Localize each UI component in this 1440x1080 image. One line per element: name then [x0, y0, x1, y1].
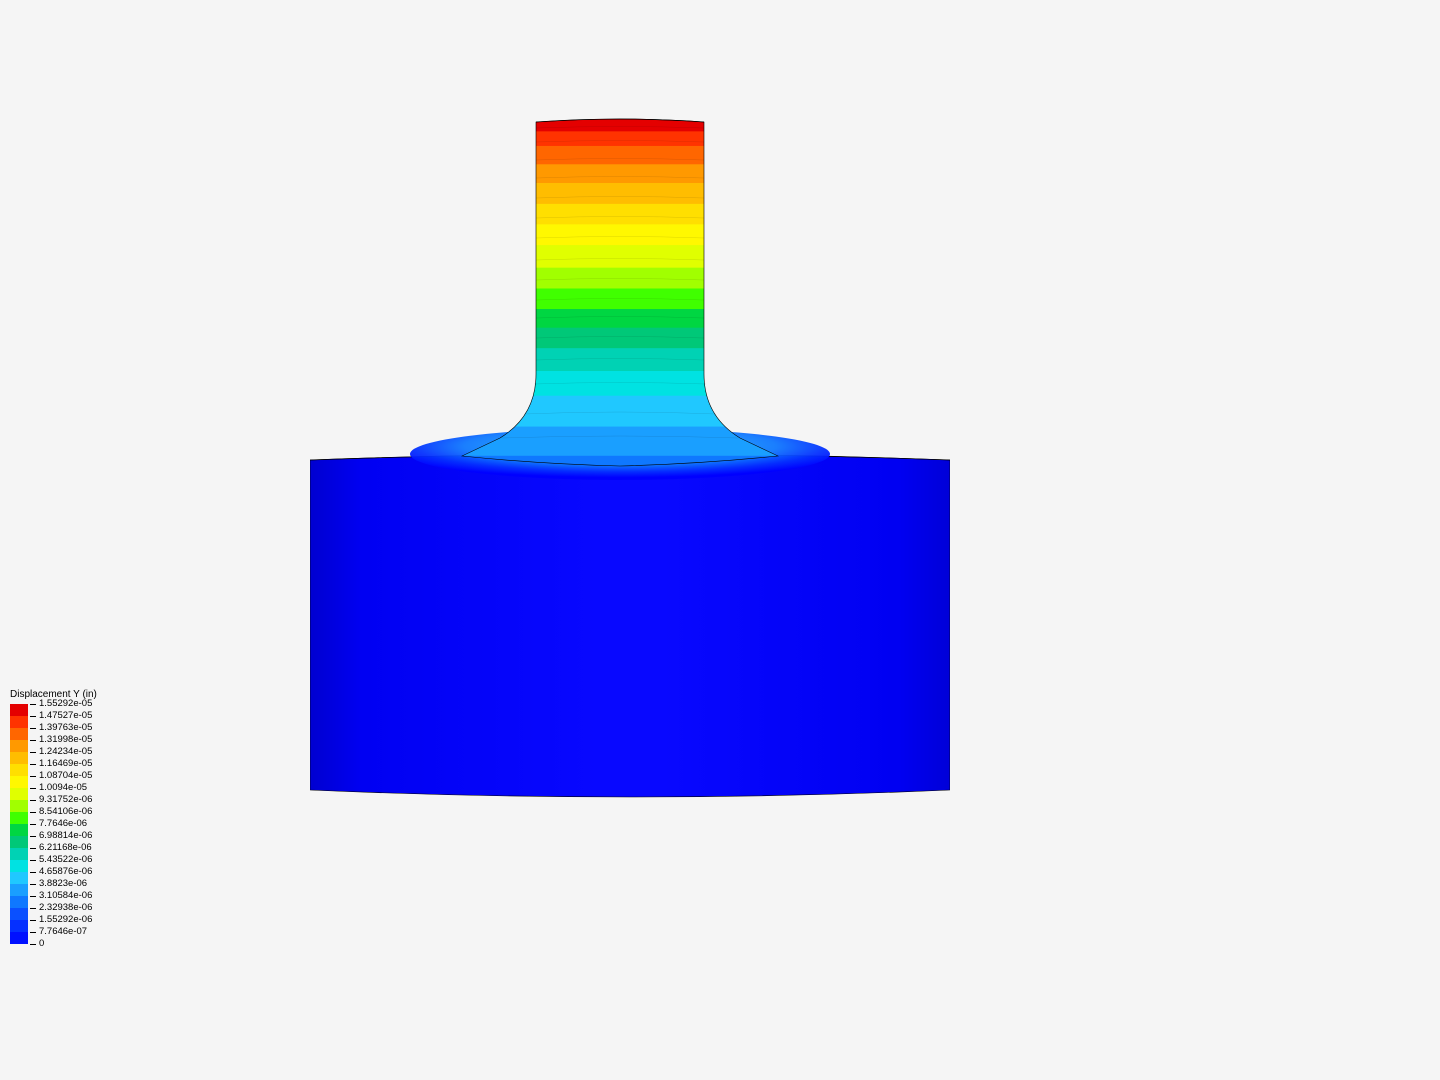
legend-label-text: 8.54106e-06 [39, 806, 92, 818]
viewport[interactable]: Displacement Y (in) 1.55292e-051.47527e-… [0, 0, 1440, 1080]
legend-tick [30, 764, 36, 765]
legend-label: 6.21168e-06 [30, 842, 92, 854]
legend-label-text: 1.55292e-06 [39, 914, 92, 926]
legend-tick [30, 884, 36, 885]
legend-colorbar [10, 704, 28, 944]
legend-label-text: 5.43522e-06 [39, 854, 92, 866]
legend-label: 1.55292e-05 [30, 698, 92, 710]
legend-label-text: 1.24234e-05 [39, 746, 92, 758]
legend-tick [30, 944, 36, 945]
legend-tick [30, 932, 36, 933]
legend-tick [30, 872, 36, 873]
legend-tick [30, 800, 36, 801]
legend-swatch [10, 764, 28, 776]
legend-label: 7.7646e-07 [30, 926, 92, 938]
legend-label-text: 6.21168e-06 [39, 842, 92, 854]
legend-tick [30, 836, 36, 837]
legend-label-text: 1.55292e-05 [39, 698, 92, 710]
legend-label: 6.98814e-06 [30, 830, 92, 842]
legend-label: 1.47527e-05 [30, 710, 92, 722]
legend-label: 9.31752e-06 [30, 794, 92, 806]
legend-swatch [10, 872, 28, 884]
legend-swatch [10, 848, 28, 860]
legend-swatch [10, 932, 28, 944]
legend-swatch [10, 920, 28, 932]
fea-model[interactable] [310, 116, 950, 796]
legend-swatch [10, 836, 28, 848]
legend-swatch [10, 716, 28, 728]
legend-label-text: 1.39763e-05 [39, 722, 92, 734]
legend-swatch [10, 812, 28, 824]
color-legend: Displacement Y (in) 1.55292e-051.47527e-… [10, 689, 97, 950]
legend-labels: 1.55292e-051.47527e-051.39763e-051.31998… [30, 698, 92, 950]
legend-label: 2.32938e-06 [30, 902, 92, 914]
legend-swatch [10, 908, 28, 920]
legend-swatch [10, 788, 28, 800]
legend-label-text: 7.7646e-07 [39, 926, 87, 938]
legend-label: 1.39763e-05 [30, 722, 92, 734]
legend-swatch [10, 776, 28, 788]
legend-label: 1.08704e-05 [30, 770, 92, 782]
legend-label-text: 3.10584e-06 [39, 890, 92, 902]
legend-label: 7.7646e-06 [30, 818, 92, 830]
legend-label: 5.43522e-06 [30, 854, 92, 866]
legend-swatch [10, 824, 28, 836]
legend-tick [30, 908, 36, 909]
legend-label-text: 1.47527e-05 [39, 710, 92, 722]
legend-label-text: 7.7646e-06 [39, 818, 87, 830]
legend-label: 1.31998e-05 [30, 734, 92, 746]
stem-with-fillet [462, 119, 778, 466]
fea-model-svg [310, 116, 950, 806]
legend-label-text: 9.31752e-06 [39, 794, 92, 806]
legend-label: 3.10584e-06 [30, 890, 92, 902]
legend-label-text: 1.16469e-05 [39, 758, 92, 770]
legend-label-text: 1.0094e-05 [39, 782, 87, 794]
legend-label-text: 3.8823e-06 [39, 878, 87, 890]
legend-label: 4.65876e-06 [30, 866, 92, 878]
legend-label: 3.8823e-06 [30, 878, 92, 890]
legend-swatch [10, 884, 28, 896]
legend-swatch [10, 740, 28, 752]
legend-label-text: 1.08704e-05 [39, 770, 92, 782]
legend-label: 1.24234e-05 [30, 746, 92, 758]
legend-label: 0 [30, 938, 92, 950]
legend-tick [30, 812, 36, 813]
legend-label: 8.54106e-06 [30, 806, 92, 818]
legend-swatch [10, 704, 28, 716]
legend-tick [30, 896, 36, 897]
legend-tick [30, 716, 36, 717]
legend-label-text: 0 [39, 938, 44, 950]
legend-label-text: 6.98814e-06 [39, 830, 92, 842]
legend-tick [30, 728, 36, 729]
legend-swatch [10, 860, 28, 872]
legend-label-text: 4.65876e-06 [39, 866, 92, 878]
legend-label-text: 2.32938e-06 [39, 902, 92, 914]
base-cylinder [310, 454, 950, 797]
legend-tick [30, 788, 36, 789]
legend-tick [30, 824, 36, 825]
legend-tick [30, 740, 36, 741]
legend-body: 1.55292e-051.47527e-051.39763e-051.31998… [10, 704, 97, 950]
legend-tick [30, 776, 36, 777]
legend-swatch [10, 728, 28, 740]
legend-swatch [10, 752, 28, 764]
legend-tick [30, 860, 36, 861]
legend-tick [30, 920, 36, 921]
legend-swatch [10, 800, 28, 812]
legend-label: 1.55292e-06 [30, 914, 92, 926]
legend-tick [30, 704, 36, 705]
legend-label: 1.16469e-05 [30, 758, 92, 770]
legend-label-text: 1.31998e-05 [39, 734, 92, 746]
legend-tick [30, 752, 36, 753]
legend-tick [30, 848, 36, 849]
legend-label: 1.0094e-05 [30, 782, 92, 794]
legend-swatch [10, 896, 28, 908]
